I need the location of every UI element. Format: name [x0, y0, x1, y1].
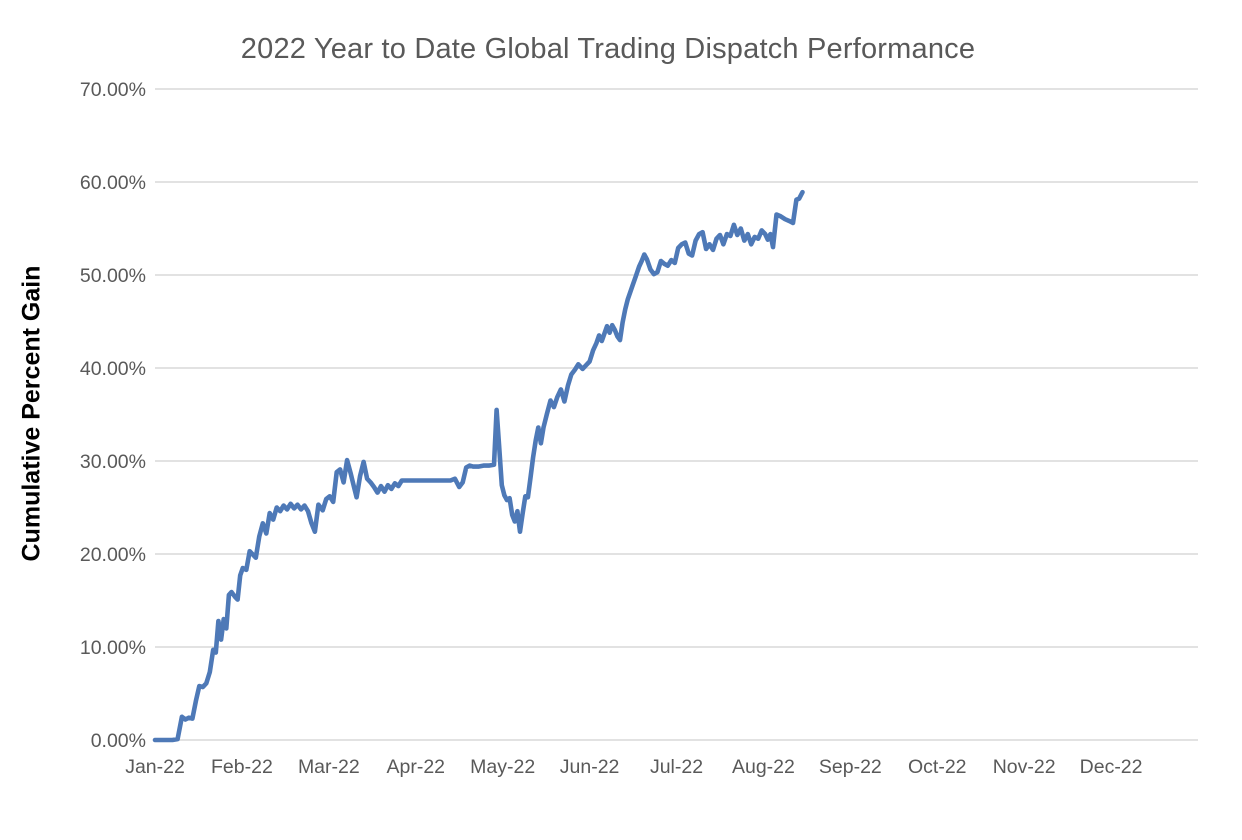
y-tick-label: 0.00% — [91, 730, 146, 752]
x-tick-label: Dec-22 — [1080, 756, 1143, 778]
y-tick-label: 40.00% — [80, 358, 146, 380]
x-tick-label: Sep-22 — [819, 756, 882, 778]
y-tick-label: 20.00% — [80, 544, 146, 566]
x-tick-label: Apr-22 — [386, 756, 445, 778]
y-tick-label: 10.00% — [80, 637, 146, 659]
x-tick-label: Jun-22 — [560, 756, 620, 778]
x-tick-label: Mar-22 — [298, 756, 360, 778]
x-tick-label: Jan-22 — [125, 756, 185, 778]
x-tick-label: Oct-22 — [908, 756, 967, 778]
y-tick-label: 50.00% — [80, 265, 146, 287]
x-tick-label: May-22 — [470, 756, 535, 778]
x-tick-label: Nov-22 — [993, 756, 1056, 778]
x-tick-label: Jul-22 — [650, 756, 703, 778]
y-tick-label: 60.00% — [80, 172, 146, 194]
data-line — [152, 189, 805, 743]
y-tick-label: 30.00% — [80, 451, 146, 473]
x-tick-label: Feb-22 — [211, 756, 273, 778]
chart-title: 2022 Year to Date Global Trading Dispatc… — [240, 33, 976, 65]
x-tick-label: Aug-22 — [732, 756, 795, 778]
y-tick-label: 70.00% — [80, 79, 146, 101]
